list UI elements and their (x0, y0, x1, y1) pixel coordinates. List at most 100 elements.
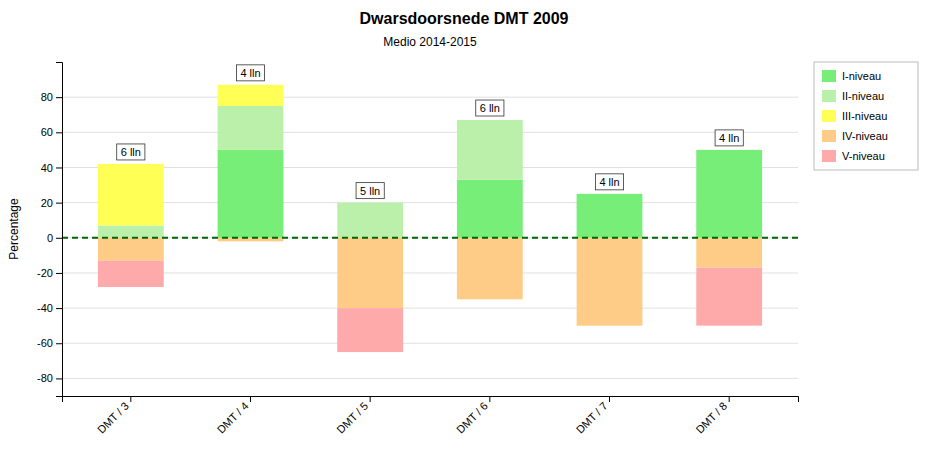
x-tick-label: DMT / 8 (693, 400, 729, 436)
y-tick-label: -60 (37, 337, 53, 349)
y-tick-mark (56, 167, 62, 168)
annotation-text: 4 lln (599, 176, 619, 188)
bar (98, 261, 164, 287)
legend-item: V-niveau (822, 150, 885, 162)
bar (98, 238, 164, 261)
y-tick-mark (56, 132, 62, 133)
y-tick-mark (56, 308, 62, 309)
legend-item: IV-niveau (822, 130, 888, 142)
x-tick-mark (609, 396, 610, 402)
legend-label: V-niveau (842, 150, 885, 162)
grid-line (62, 378, 798, 379)
x-tick-label: DMT / 5 (334, 400, 370, 436)
annotation-box (236, 65, 264, 81)
series (98, 238, 762, 326)
y-tick: 0 (47, 232, 62, 244)
x-tick-mark (729, 396, 730, 402)
annotation: 4 lln (595, 174, 623, 190)
plot: -80-60-40-20020406080DMT / 3DMT / 4DMT /… (37, 63, 798, 436)
x-tick-label: DMT / 6 (454, 400, 490, 436)
title: Dwarsdoorsnede DMT 2009 (360, 10, 569, 27)
x-tick-mark (250, 396, 251, 402)
y-tick: -80 (37, 372, 62, 384)
annotation-text: 6 lln (480, 102, 500, 114)
legend-item: III-niveau (822, 110, 887, 122)
bar (696, 268, 762, 326)
annotation-box (715, 130, 743, 146)
bar (457, 180, 523, 238)
grid-line (62, 202, 798, 203)
annotation: 6 lln (476, 100, 504, 116)
legend-swatch (822, 90, 836, 102)
grid-line (62, 97, 798, 98)
x-tick-mark (370, 396, 371, 402)
annotation-text: 4 lln (719, 132, 739, 144)
y-tick: -60 (37, 337, 62, 349)
x-tick: DMT / 4 (215, 396, 251, 436)
series (98, 106, 523, 238)
series (98, 85, 283, 226)
y-label: Percentage (7, 198, 21, 260)
bar (457, 238, 523, 300)
x-tick: DMT / 3 (95, 396, 131, 436)
y-tick: 40 (41, 161, 62, 173)
legend-item: I-niveau (822, 70, 881, 82)
y-tick-mark (56, 343, 62, 344)
annotation-box (117, 144, 145, 160)
x-tick-label: DMT / 7 (574, 400, 610, 436)
bar (577, 194, 643, 238)
annotation: 6 lln (117, 144, 145, 160)
grid-line (62, 308, 798, 309)
x-tick-mark (489, 396, 490, 402)
series (98, 261, 762, 352)
y-tick-mark (56, 273, 62, 274)
y-axis: -80-60-40-20020406080 (37, 63, 62, 397)
y-axis-line (56, 63, 63, 397)
bar (696, 238, 762, 268)
legend-label: I-niveau (842, 70, 881, 82)
legend-swatch (822, 150, 836, 162)
x-tick-label: DMT / 3 (95, 400, 131, 436)
annotation: 4 lln (715, 130, 743, 146)
grid-line (62, 237, 798, 238)
x-tick: DMT / 8 (693, 396, 729, 436)
annotation: 4 lln (236, 65, 264, 81)
baseline (62, 237, 798, 239)
annotation: 5 lln (356, 183, 384, 199)
y-tick-label: 20 (41, 197, 53, 209)
annotation-box (476, 100, 504, 116)
legend-swatch (822, 110, 836, 122)
x-axis: DMT / 3 DMT / 4 DMT / 5 DMT / 6 DMT / 7 DMT /… (63, 396, 799, 436)
y-tick-label: 0 (47, 232, 53, 244)
y-tick: -20 (37, 267, 62, 279)
y-tick-label: -80 (37, 372, 53, 384)
x-tick: DMT / 6 (454, 396, 490, 436)
y-tick-mark (56, 378, 62, 379)
y-tick-label: -40 (37, 302, 53, 314)
x-tick-mark (130, 396, 131, 402)
annotations: 6 lln 4 lln 5 lln 6 lln 4 lln 4 lln (117, 65, 744, 199)
annotation-box (356, 183, 384, 199)
grid-line (62, 132, 798, 133)
y-tick: 20 (41, 197, 62, 209)
bar (337, 203, 403, 238)
subtitle: Medio 2014-2015 (383, 35, 477, 49)
grid (62, 97, 798, 378)
y-tick-label: 40 (41, 161, 53, 173)
bar (218, 106, 284, 150)
legend-frame (814, 62, 918, 170)
bar (696, 150, 762, 238)
grid-line (62, 167, 798, 168)
annotation-text: 4 lln (240, 67, 260, 79)
y-tick-label: -20 (37, 267, 53, 279)
x-axis-line (63, 397, 799, 403)
bar (337, 238, 403, 308)
x-tick: DMT / 7 (574, 396, 610, 436)
grid-line (62, 343, 798, 344)
annotation-box (595, 174, 623, 190)
bar (457, 120, 523, 180)
y-tick-label: 60 (41, 126, 53, 138)
y-tick-mark (56, 238, 62, 239)
annotation-text: 5 lln (360, 185, 380, 197)
bar (218, 150, 284, 238)
